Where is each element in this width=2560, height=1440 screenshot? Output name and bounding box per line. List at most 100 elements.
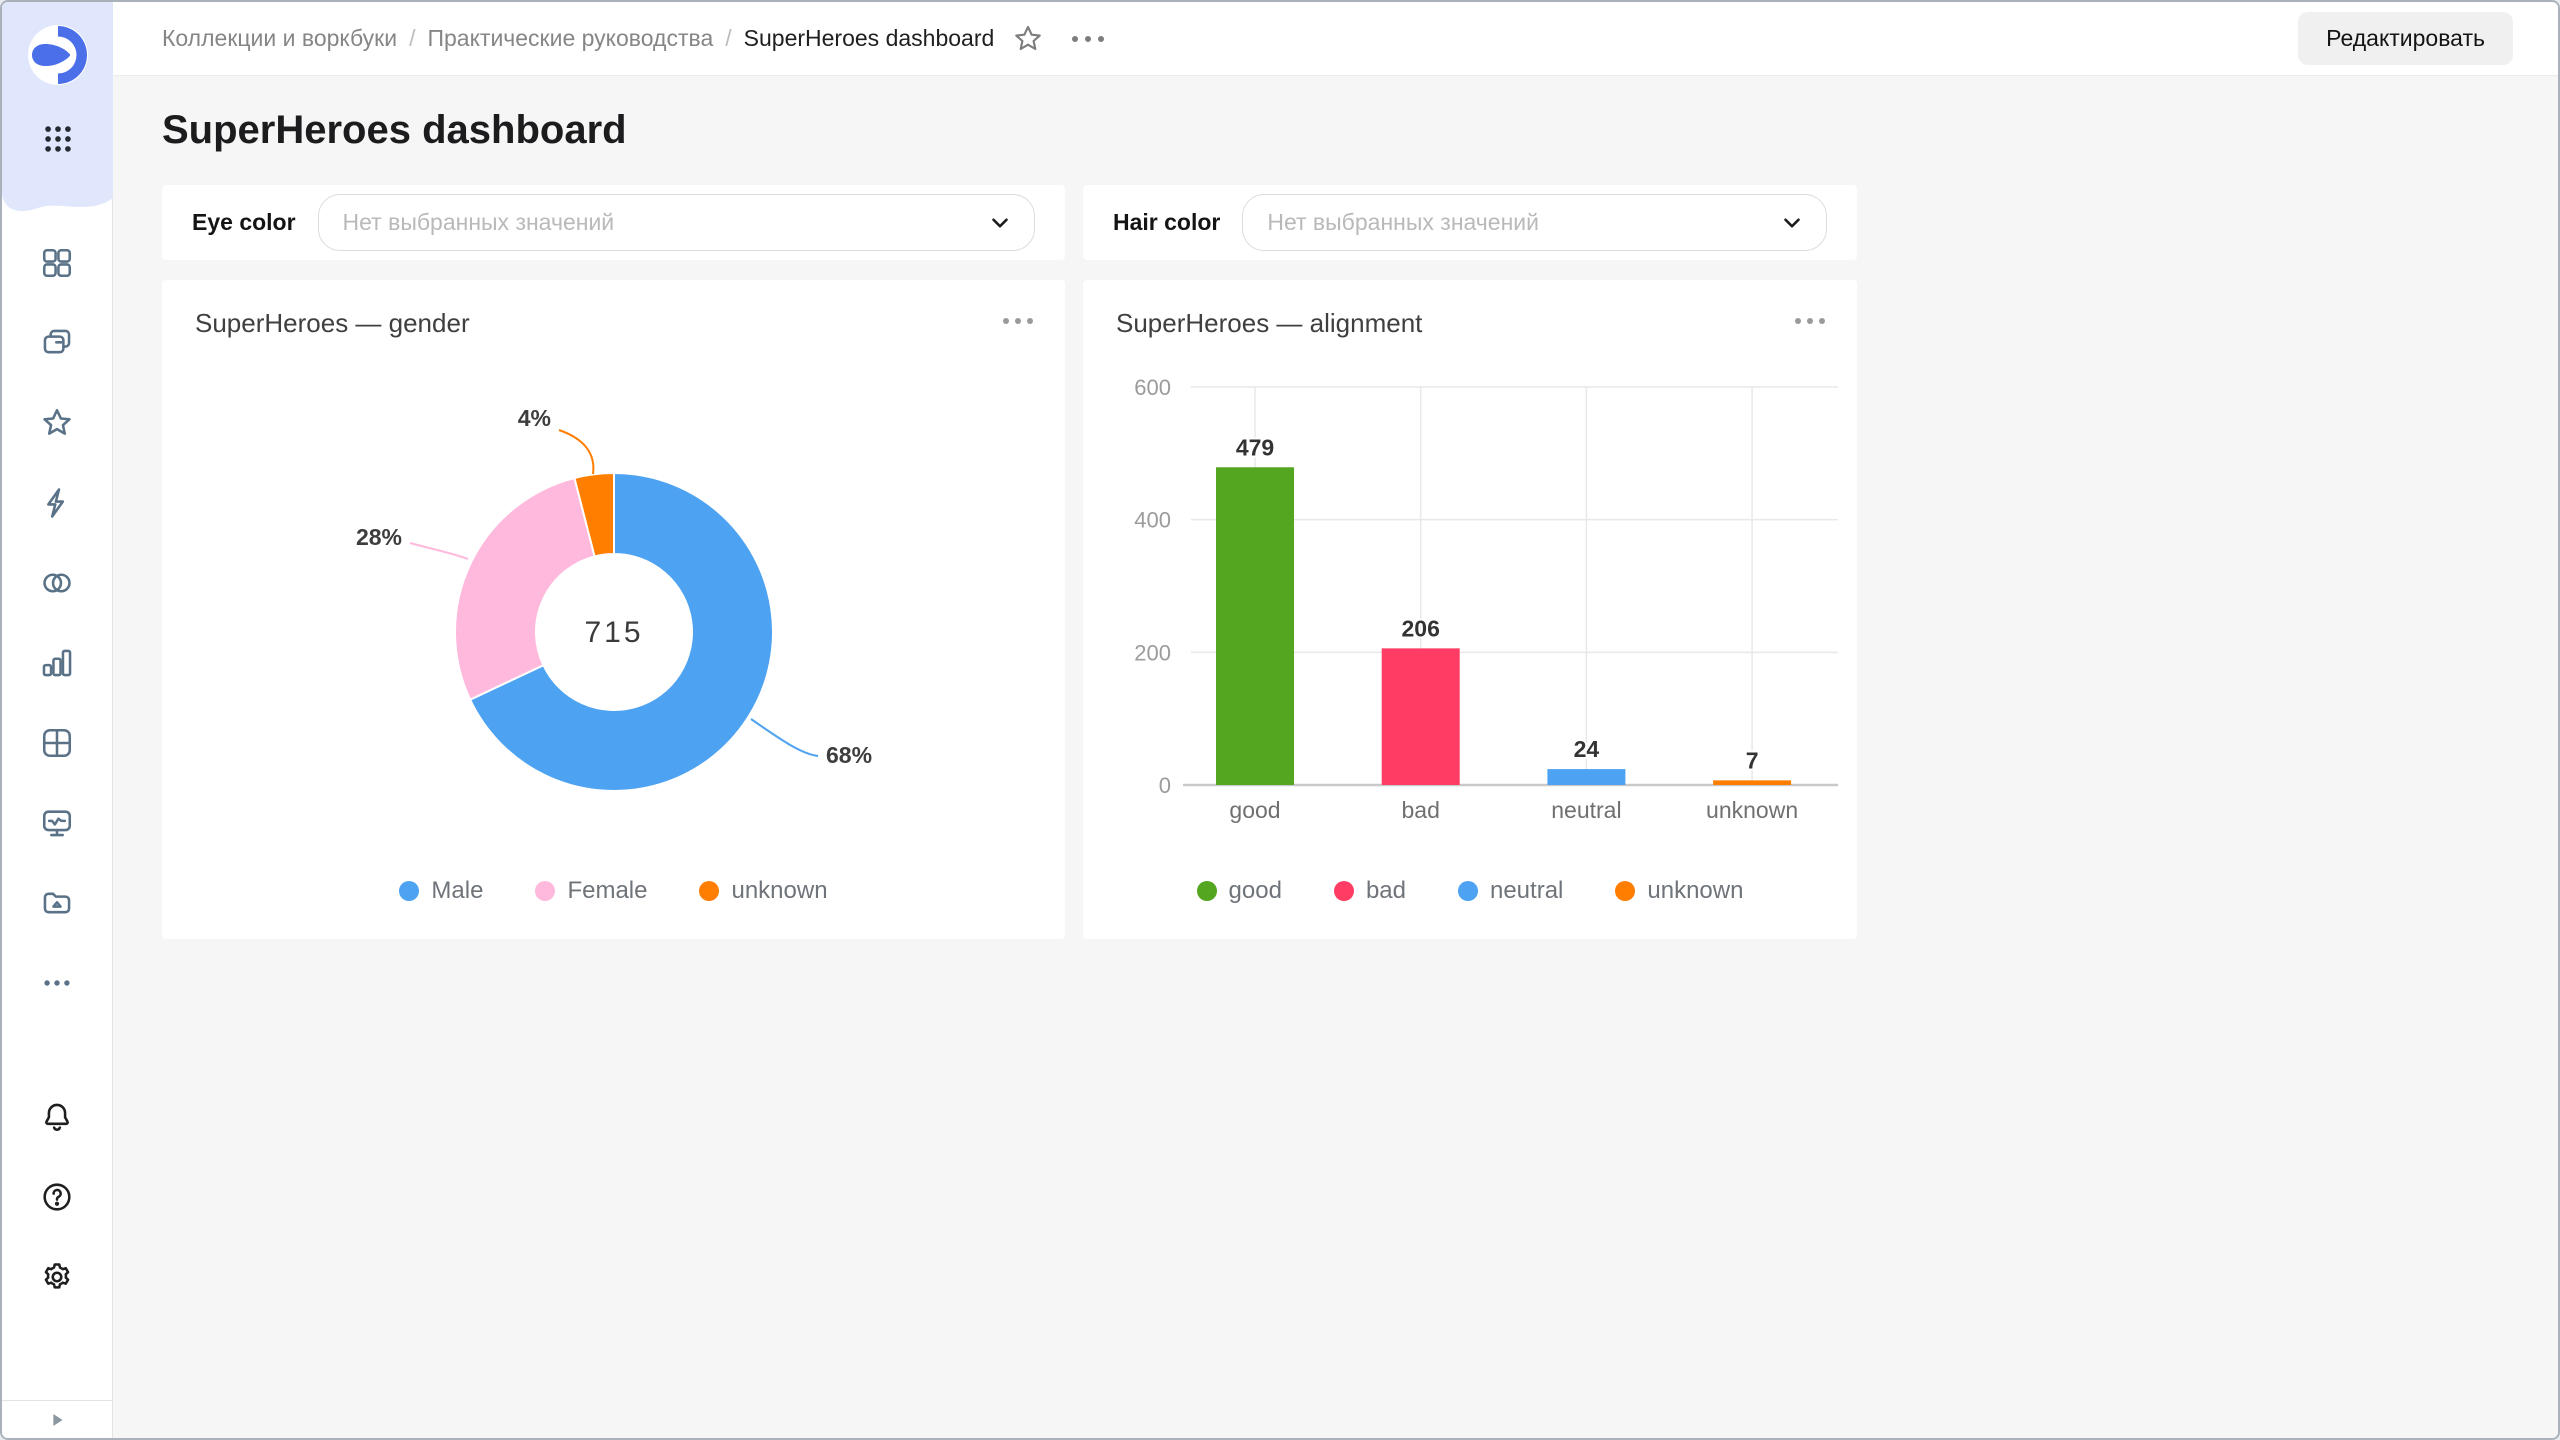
apps-grid-icon[interactable]	[41, 122, 75, 156]
datalens-logo[interactable]	[27, 24, 89, 86]
filter-label: Eye color	[192, 209, 296, 235]
dashboards-icon[interactable]	[40, 726, 74, 760]
dashboard-content: SuperHeroes dashboard Eye color Hair col…	[113, 76, 2558, 1438]
charts-icon[interactable]	[40, 646, 74, 680]
sidebar-footer	[2, 1400, 112, 1438]
x-axis-category-label: bad	[1402, 797, 1440, 823]
page-title: SuperHeroes dashboard	[162, 108, 627, 152]
more-ellipsis-icon[interactable]	[40, 966, 74, 1000]
expand-sidebar-icon[interactable]	[46, 1409, 68, 1431]
chart-menu-icon[interactable]	[1001, 312, 1035, 330]
bar-unknown[interactable]	[1713, 780, 1792, 785]
legend-dot	[699, 881, 720, 901]
hair-color-select[interactable]	[1242, 194, 1827, 251]
legend-item-bad[interactable]: bad	[1333, 877, 1406, 905]
breadcrumb-separator: /	[409, 25, 416, 51]
legend-dot	[1615, 881, 1636, 901]
filter-label: Hair color	[1113, 209, 1221, 235]
legend-dot	[1196, 881, 1217, 901]
eye-color-select[interactable]	[317, 194, 1035, 251]
legend-dot	[535, 881, 556, 901]
y-axis-tick-label: 0	[1159, 773, 1171, 798]
y-axis-tick-label: 600	[1134, 375, 1171, 400]
breadcrumb: Коллекции и воркбуки / Практические руко…	[162, 25, 994, 52]
monitoring-icon[interactable]	[40, 806, 74, 840]
gender-donut-chart: 68% 28% 4% 715	[356, 405, 872, 792]
donut-callout-line	[558, 429, 595, 475]
legend-item-neutral[interactable]: neutral	[1457, 877, 1564, 905]
favorite-star-icon[interactable]	[1012, 23, 1044, 55]
chart-menu-icon[interactable]	[1793, 312, 1827, 330]
donut-slice-unknown[interactable]	[573, 471, 615, 558]
workbooks-icon[interactable]	[40, 326, 74, 360]
eye-color-select-input[interactable]	[317, 194, 1035, 251]
breadcrumb-guides[interactable]: Практические руководства	[427, 25, 714, 51]
legend-item-Male[interactable]: Male	[399, 877, 483, 905]
legend-item-good[interactable]: good	[1196, 877, 1282, 905]
help-icon[interactable]	[40, 1180, 74, 1214]
filters-row: Eye color Hair color	[162, 185, 1857, 260]
bar-good[interactable]	[1216, 467, 1294, 785]
y-axis-tick-label: 400	[1134, 508, 1171, 533]
functions-lightning-icon[interactable]	[40, 486, 74, 520]
legend-label: Male	[431, 877, 484, 904]
chart-title: SuperHeroes — gender	[195, 308, 470, 338]
hair-color-select-input[interactable]	[1242, 194, 1827, 251]
edit-button[interactable]: Редактировать	[2298, 12, 2513, 65]
top-bar: Коллекции и воркбуки / Практические руко…	[113, 2, 2558, 76]
bar-value-label: 479	[1236, 434, 1274, 460]
y-axis-tick-label: 200	[1134, 640, 1171, 665]
bar-neutral[interactable]	[1547, 769, 1626, 785]
bar-value-label: 24	[1574, 736, 1600, 762]
notifications-bell-icon[interactable]	[40, 1100, 74, 1134]
breadcrumb-separator: /	[725, 25, 732, 51]
filter-eye-color: Eye color	[162, 185, 1065, 260]
gender-legend: Male Female unknown	[162, 877, 1065, 905]
bar-bad[interactable]	[1381, 648, 1460, 785]
sidebar-nav	[2, 246, 112, 1000]
legend-item-Female[interactable]: Female	[535, 877, 647, 905]
bar-value-label: 7	[1746, 747, 1759, 773]
breadcrumb-collections[interactable]: Коллекции и воркбуки	[162, 25, 398, 51]
donut-percent-label: 68%	[826, 742, 872, 768]
breadcrumb-current: SuperHeroes dashboard	[743, 25, 995, 51]
connections-icon[interactable]	[40, 566, 74, 600]
filter-hair-color: Hair color	[1083, 185, 1857, 260]
storage-folder-icon[interactable]	[40, 886, 74, 920]
donut-callout-line	[409, 542, 469, 560]
legend-dot	[399, 881, 420, 901]
legend-item-unknown[interactable]: unknown	[699, 877, 828, 905]
legend-item-unknown[interactable]: unknown	[1615, 877, 1743, 905]
collections-icon[interactable]	[40, 246, 74, 280]
gender-chart-card: SuperHeroes — gender 68% 28% 4% 715 Male Fem…	[162, 280, 1065, 939]
legend-dot	[1333, 881, 1354, 901]
legend-dot	[1457, 881, 1478, 901]
favorites-star-icon[interactable]	[40, 406, 74, 440]
donut-percent-label: 4%	[518, 405, 551, 431]
legend-label: unknown	[1647, 877, 1744, 904]
entry-more-menu-icon[interactable]	[1070, 30, 1106, 48]
sidebar-bottom	[2, 1100, 112, 1294]
bar-value-label: 206	[1402, 615, 1440, 641]
alignment-chart-card: SuperHeroes — alignment 479 206 24 7 0 200 400…	[1083, 280, 1857, 939]
legend-label: unknown	[731, 877, 828, 904]
charts-row: SuperHeroes — gender 68% 28% 4% 715 Male Fem…	[162, 280, 1857, 939]
donut-center-total: 715	[584, 616, 643, 649]
x-axis-category-label: unknown	[1706, 797, 1798, 823]
legend-label: good	[1228, 877, 1282, 904]
alignment-bar-chart: 479 206 24 7 0 200 400 600 good bad neutral unknown	[1134, 375, 1838, 823]
legend-label: bad	[1365, 877, 1406, 904]
main-area: Коллекции и воркбуки / Практические руко…	[113, 2, 2558, 1438]
donut-percent-label: 28%	[356, 524, 402, 550]
donut-slice-Female[interactable]	[454, 476, 596, 702]
legend-label: neutral	[1489, 877, 1564, 904]
donut-slice-Male[interactable]	[468, 471, 774, 792]
chart-title: SuperHeroes — alignment	[1116, 308, 1423, 338]
x-axis-category-label: good	[1229, 797, 1280, 823]
donut-callout-line	[750, 718, 819, 757]
sidebar	[2, 2, 113, 1438]
alignment-legend: good bad neutral unknown	[1083, 877, 1857, 905]
legend-label: Female	[567, 877, 648, 904]
settings-gear-icon[interactable]	[40, 1260, 74, 1294]
